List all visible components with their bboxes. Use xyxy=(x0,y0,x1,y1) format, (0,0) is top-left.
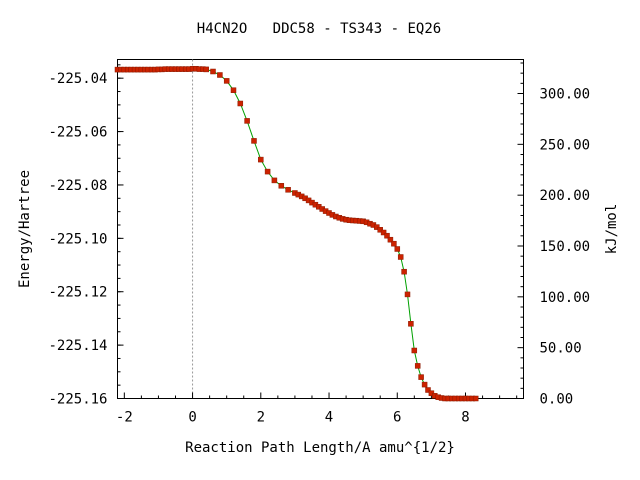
data-point xyxy=(394,246,401,252)
y-tick-label: -225.06 xyxy=(48,125,107,141)
data-point xyxy=(230,87,237,93)
x-tick-label: 6 xyxy=(393,410,401,426)
y2-tick-label: 50.00 xyxy=(540,341,582,357)
y-tick-label: -225.08 xyxy=(48,178,107,194)
x-tick-label: 2 xyxy=(257,410,265,426)
y2-tick-label: 250.00 xyxy=(540,137,591,153)
data-point xyxy=(414,363,421,369)
data-point xyxy=(271,177,278,184)
y2-tick-label: 100.00 xyxy=(540,290,591,306)
data-point xyxy=(425,387,431,393)
data-point xyxy=(391,240,397,247)
data-point xyxy=(210,68,216,75)
data-point xyxy=(397,254,404,260)
x-axis-label: Reaction Path Length/A amu^{1/2} xyxy=(185,440,455,456)
data-point xyxy=(244,118,250,124)
data-point xyxy=(380,229,387,236)
data-point xyxy=(472,395,479,402)
data-point xyxy=(203,66,209,73)
data-points-layer xyxy=(114,66,479,402)
energy-curve-line xyxy=(117,68,476,399)
data-point xyxy=(404,291,411,298)
data-point xyxy=(408,321,414,327)
data-point xyxy=(217,72,223,78)
x-tick-label: 4 xyxy=(325,410,333,426)
data-point xyxy=(278,183,285,189)
y2-tick-label: 0.00 xyxy=(540,392,574,408)
x-tick-label: 0 xyxy=(188,410,196,426)
y2-axis-label: kJ/mol xyxy=(604,204,620,255)
data-point xyxy=(401,268,407,275)
data-point xyxy=(418,374,424,380)
y-tick-label: -225.04 xyxy=(48,71,107,87)
y-tick-label: -225.12 xyxy=(48,285,107,301)
data-point xyxy=(384,232,390,239)
plot-frame xyxy=(117,59,524,399)
x-tick-label: 8 xyxy=(461,410,469,426)
y-tick-label: -225.14 xyxy=(48,338,107,354)
y-tick-label: -225.16 xyxy=(48,392,107,408)
data-point xyxy=(285,187,291,193)
data-point xyxy=(387,236,394,243)
y2-tick-label: 200.00 xyxy=(540,188,591,204)
chart-title: H4CN2O DDC58 - TS343 - EQ26 xyxy=(197,21,441,37)
data-point xyxy=(421,381,428,388)
data-point xyxy=(258,156,264,163)
y2-tick-label: 150.00 xyxy=(540,239,591,255)
x-tick-label: -2 xyxy=(116,410,133,426)
data-point xyxy=(251,138,257,144)
axes-layer: -2 0 2 4 6 8 -225.04 -225.06 -225.08 -225.10 -225.… xyxy=(48,62,591,426)
y-tick-label: -225.10 xyxy=(48,231,107,247)
y-axis-label: Energy/Hartree xyxy=(17,170,33,288)
y2-tick-label: 300.00 xyxy=(540,86,591,102)
data-point xyxy=(264,168,271,175)
data-point xyxy=(223,78,230,84)
data-point xyxy=(411,347,418,354)
data-point xyxy=(237,100,244,107)
